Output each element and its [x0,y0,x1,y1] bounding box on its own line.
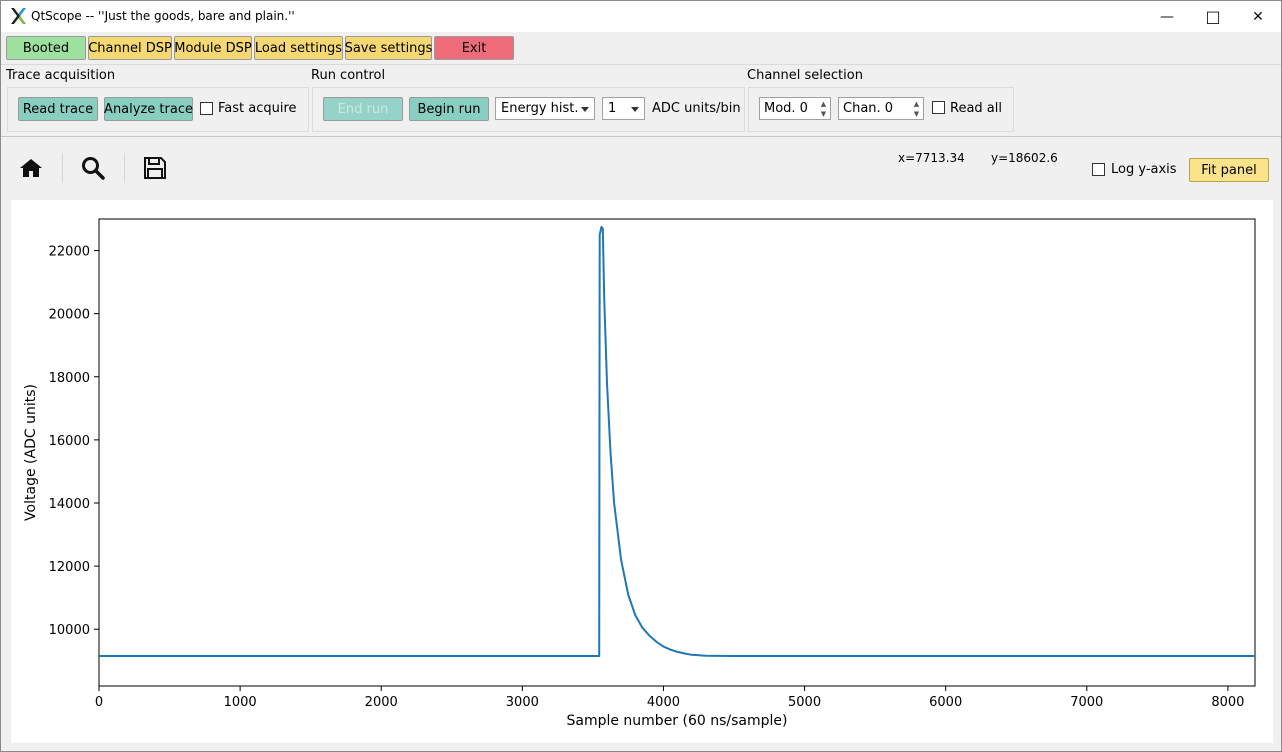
exit-button[interactable]: Exit [434,36,514,60]
minimize-button[interactable]: — [1144,1,1190,32]
spin-up-icon[interactable]: ▲ [913,99,920,108]
end-run-button[interactable]: End run [323,97,403,121]
close-icon: ✕ [1252,8,1264,25]
channel-selection-title: Channel selection [747,68,863,83]
x-tick-label: 1000 [224,695,257,710]
y-tick-label: 18000 [49,371,90,386]
toolbar-separator [124,153,125,183]
y-tick-label: 12000 [49,560,90,575]
run-type-dropdown[interactable]: Energy hist. [495,97,595,120]
y-tick-label: 10000 [49,623,90,638]
plot-panel[interactable]: 0 1000 2000 3000 4000 5000 6000 7000 8000 10000 12… [11,200,1273,743]
y-tick-label: 22000 [49,245,90,260]
fast-acquire-label: Fast acquire [218,101,297,116]
module-spinbox[interactable]: Mod. 0 ▲ ▼ [759,97,831,120]
fast-acquire-checkbox[interactable] [200,102,213,115]
maximize-button[interactable]: □ [1190,1,1236,32]
analyze-trace-button[interactable]: Analyze trace [104,97,193,121]
log-y-axis-label: Log y-axis [1111,162,1177,177]
run-control-title: Run control [311,68,386,83]
title-bar[interactable]: QtScope -- ''Just the goods, bare and pl… [1,1,1281,32]
chevron-down-icon [631,107,639,112]
x-tick-label: 2000 [365,695,398,710]
bin-units-label: ADC units/bin [652,101,741,116]
floppy-save-icon[interactable] [142,155,168,181]
main-toolbar: Booted Channel DSP Module DSP Load setti… [1,32,1281,63]
x-axis-label: Sample number (60 ns/sample) [566,713,787,729]
save-settings-button[interactable]: Save settings [345,36,432,60]
y-coordinate-readout: y=18602.6 [991,151,1058,165]
section-divider [1,136,1281,137]
x-tick-label: 8000 [1211,695,1244,710]
chevron-down-icon [581,107,589,112]
begin-run-button[interactable]: Begin run [409,97,489,121]
channel-dsp-button[interactable]: Channel DSP [88,36,172,60]
booted-button[interactable]: Booted [6,36,86,60]
x-coordinate-readout: x=7713.34 [898,151,965,165]
y-axis-label: Voltage (ADC units) [23,384,39,521]
x-tick-label: 6000 [929,695,962,710]
log-y-axis-checkbox[interactable] [1092,163,1105,176]
run-type-value: Energy hist. [501,101,579,116]
fit-panel-button[interactable]: Fit panel [1189,158,1269,182]
spin-down-icon[interactable]: ▼ [913,109,920,118]
x-tick-label: 5000 [788,695,821,710]
y-tick-label: 16000 [49,434,90,449]
x-tick-label: 7000 [1070,695,1103,710]
y-tick-label: 20000 [49,308,90,323]
load-settings-button[interactable]: Load settings [254,36,343,60]
module-dsp-button[interactable]: Module DSP [174,36,252,60]
x-tick-label: 3000 [506,695,539,710]
plot-toolbar [1,137,1281,199]
toolbar-separator [62,153,63,183]
x-tick-label: 4000 [647,695,680,710]
maximize-icon: □ [1205,7,1221,26]
qt-x-logo-icon [11,8,26,24]
spin-up-icon[interactable]: ▲ [820,99,827,108]
minimize-icon: — [1160,8,1174,25]
trace-chart[interactable]: 0 1000 2000 3000 4000 5000 6000 7000 8000 10000 12… [11,200,1273,743]
read-all-checkbox[interactable] [932,101,945,114]
spin-down-icon[interactable]: ▼ [820,109,827,118]
y-tick-label: 14000 [49,497,90,512]
bin-size-dropdown[interactable]: 1 [602,97,645,120]
plot-area-frame [98,218,1256,687]
trace-series-line[interactable] [99,225,1255,657]
channel-value: Chan. 0 [843,101,894,116]
module-value: Mod. 0 [764,101,808,116]
read-all-label: Read all [950,101,1002,116]
magnifier-icon[interactable] [80,155,106,181]
close-window-button[interactable]: ✕ [1235,1,1281,32]
home-icon[interactable] [18,155,44,181]
toolbar-divider [1,64,1281,65]
channel-spinbox[interactable]: Chan. 0 ▲ ▼ [838,97,924,120]
trace-acquisition-title: Trace acquisition [6,68,116,83]
bin-size-value: 1 [608,101,617,116]
x-tick-label: 0 [95,695,103,710]
read-trace-button[interactable]: Read trace [18,97,98,121]
window-title: QtScope -- ''Just the goods, bare and pl… [31,9,295,23]
